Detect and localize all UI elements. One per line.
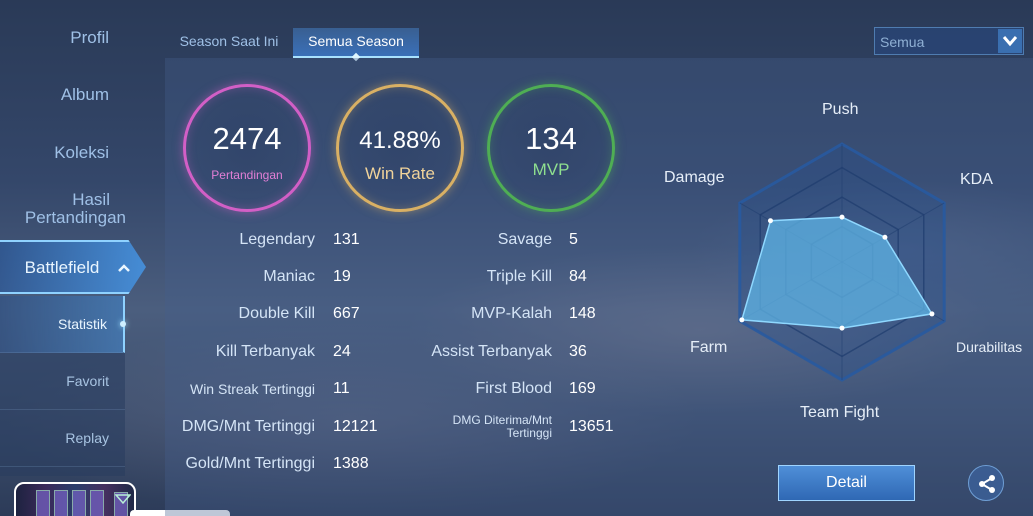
matches-label: Pertandingan [211, 168, 283, 182]
stat-label: Double Kill [238, 305, 315, 322]
radar-points [739, 214, 935, 331]
radar-point-push [839, 214, 845, 220]
subnav-item-label: Replay [65, 430, 109, 446]
sidebar-item-koleksi[interactable]: Koleksi [0, 143, 125, 163]
stat-label: Gold/Mnt Tertinggi [185, 455, 315, 472]
performance-radar-chart [738, 142, 946, 382]
chevron-down-icon[interactable] [998, 29, 1022, 53]
win-rate-value: 41.88% [359, 127, 441, 154]
radar-point-kda [882, 234, 888, 240]
stat-value: 36 [569, 343, 587, 360]
radar-label-damage: Damage [664, 169, 725, 186]
share-button[interactable] [968, 465, 1004, 501]
sidebar-item-label: Battlefield [24, 258, 100, 277]
sidebar-item-hasil-pertandingan[interactable]: Hasil Pertandingan [0, 191, 126, 227]
sidebar-item-label: Koleksi [54, 143, 109, 162]
chevron-up-icon [117, 260, 131, 276]
stat-value: 169 [569, 380, 596, 397]
radar-point-durabilitas [929, 311, 935, 317]
win-rate-circle: 41.88% Win Rate [336, 84, 464, 212]
stat-label: Legendary [239, 231, 315, 248]
stat-label: DMG Diterima/Mnt Tertinggi [400, 414, 552, 440]
sidebar-item-album[interactable]: Album [0, 85, 125, 105]
stat-label-line: Tertinggi [506, 426, 552, 440]
subnav-item-favorit[interactable]: Favorit [0, 353, 125, 410]
stat-label: Kill Terbanyak [215, 343, 315, 360]
sidebar-item-profil[interactable]: Profil [0, 28, 125, 48]
sidebar-item-label: Hasil [72, 190, 110, 209]
stat-label: Triple Kill [486, 268, 552, 285]
radar-label-durabilitas: Durabilitas [956, 339, 1023, 355]
stat-value: 84 [569, 268, 587, 285]
stat-value: 11 [333, 380, 350, 397]
stat-value: 667 [333, 305, 360, 322]
stat-label: Savage [497, 231, 552, 248]
radar-point-farm [739, 317, 745, 323]
share-icon [979, 475, 995, 493]
radar-point-team-fight [839, 325, 845, 331]
mvp-value: 134 [525, 121, 577, 156]
stat-label: First Blood [475, 380, 552, 397]
stat-value: 1388 [333, 455, 369, 472]
sidebar-item-label: Pertandingan [24, 208, 126, 227]
stat-value: 148 [569, 305, 596, 322]
battlefield-submenu: Statistik Favorit Replay [0, 296, 126, 476]
sidebar-item-label: Profil [70, 28, 109, 47]
matches-value: 2474 [212, 121, 282, 156]
stat-label: Win Streak Tertinggi [189, 381, 315, 397]
stat-label-line: DMG Diterima/Mnt [452, 413, 552, 427]
subnav-item-label: Statistik [57, 316, 107, 332]
subnav-item-statistik[interactable]: Statistik [0, 296, 126, 353]
radar-label-kda: KDA [960, 171, 993, 188]
tab-label: Season Saat Ini [179, 33, 279, 49]
detail-button[interactable]: Detail [778, 465, 915, 501]
active-dot-icon [120, 321, 126, 327]
sidebar: Profil Album Koleksi Hasil Pertandingan … [0, 0, 146, 516]
stat-label: DMG/Mnt Tertinggi [181, 418, 315, 435]
radar-label-team-fight: Team Fight [800, 404, 880, 421]
subnav-item-replay[interactable]: Replay [0, 410, 125, 467]
stat-value: 131 [333, 231, 360, 248]
stat-value: 19 [333, 268, 351, 285]
dropdown-value: Semua [880, 34, 925, 50]
stat-value: 12121 [333, 418, 378, 435]
subnav-item-label: Favorit [66, 373, 109, 389]
tab-semua-season[interactable]: Semua Season [293, 28, 419, 62]
sidebar-item-battlefield[interactable]: Battlefield [0, 240, 146, 294]
mvp-circle: 134 MVP [487, 84, 615, 212]
stat-value: 5 [569, 231, 578, 248]
sidebar-item-label: Album [60, 85, 109, 104]
stat-label: Assist Terbanyak [431, 343, 552, 360]
radar-label-farm: Farm [690, 339, 728, 356]
radar-label-push: Push [822, 101, 859, 118]
radar-point-damage [767, 218, 773, 224]
hero-thumbnail[interactable] [14, 482, 136, 516]
bottom-bar [130, 510, 230, 516]
matches-circle: 2474 Pertandingan [183, 84, 311, 212]
stat-value: 13651 [569, 418, 614, 435]
stat-label: MVP-Kalah [471, 305, 552, 322]
rank-emblem-icon [114, 492, 132, 516]
season-dropdown[interactable]: Semua [874, 27, 1024, 55]
mvp-label: MVP [532, 160, 570, 179]
tab-label: Semua Season [308, 33, 404, 49]
tab-season-saat-ini[interactable]: Season Saat Ini [168, 28, 290, 58]
win-rate-label: Win Rate [365, 164, 435, 183]
stat-value: 24 [333, 343, 351, 360]
detail-button-label: Detail [826, 474, 867, 491]
stat-label: Maniac [263, 268, 315, 285]
